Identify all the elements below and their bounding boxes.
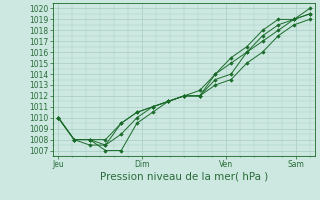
X-axis label: Pression niveau de la mer( hPa ): Pression niveau de la mer( hPa ) (100, 172, 268, 182)
